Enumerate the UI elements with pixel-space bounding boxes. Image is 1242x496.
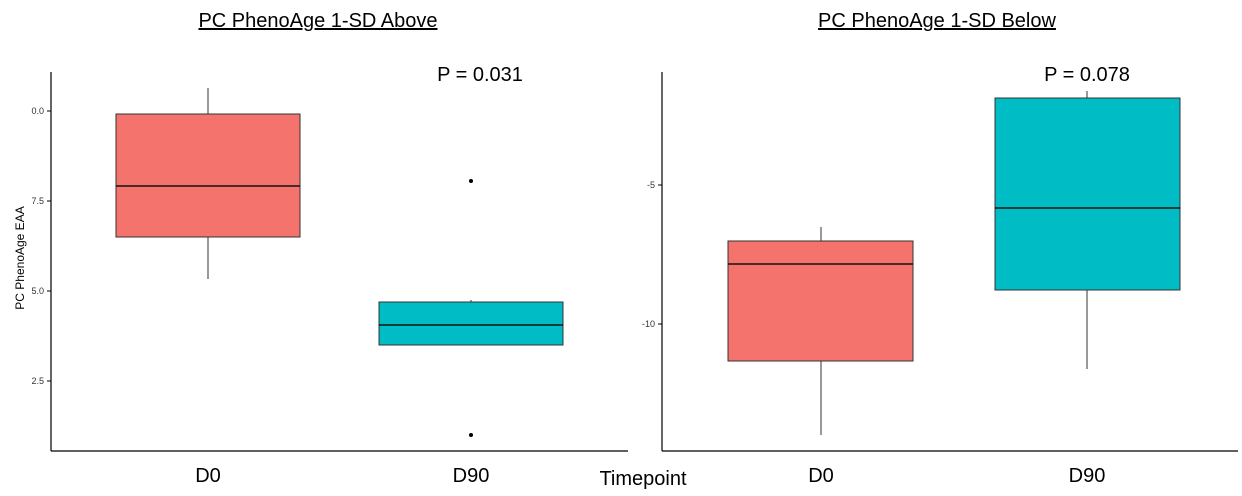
right-y-tick-0: -5: [647, 180, 662, 190]
left-y-tick-1: 7.5: [31, 196, 51, 206]
right-x-tick-label-d90: D90: [1069, 465, 1106, 487]
right-panel: PC PhenoAge 1-SD Below P = 0.078 -5 -10 …: [642, 10, 1238, 487]
right-p-value: P = 0.078: [1044, 64, 1130, 86]
left-d90-box-body: [378, 301, 564, 346]
left-y-tick-label-0: 0.0: [31, 106, 44, 116]
left-p-value: P = 0.031: [437, 64, 523, 86]
right-chart-title: PC PhenoAge 1-SD Below: [818, 10, 1056, 32]
left-y-tick-label-1: 7.5: [31, 196, 44, 206]
left-x-tick-label-d0: D0: [195, 465, 221, 487]
left-d0-box-body: [115, 113, 301, 238]
left-d90-outlier-high: [469, 179, 473, 183]
left-y-tick-3: 2.5: [31, 376, 51, 386]
right-d0-box-body: [727, 240, 914, 362]
right-y-tick-label-1: -10: [642, 319, 655, 329]
left-y-tick-label-3: 2.5: [31, 376, 44, 386]
right-box-d90: [994, 91, 1181, 369]
x-axis-label: Timepoint: [599, 468, 687, 490]
left-d90-outlier-low: [469, 433, 473, 437]
left-x-tick-label-d90: D90: [453, 465, 490, 487]
left-panel: PC PhenoAge 1-SD Above P = 0.031 PC Phen…: [13, 10, 628, 487]
left-y-tick-label-2: 5.0: [31, 286, 44, 296]
right-x-tick-label-d0: D0: [808, 465, 834, 487]
left-y-tick-2: 5.0: [31, 286, 51, 296]
left-box-d90: [378, 179, 564, 437]
left-y-axis-label: PC PhenoAge EAA: [13, 206, 27, 309]
right-y-tick-label-0: -5: [647, 180, 655, 190]
right-box-d0: [727, 227, 914, 435]
left-box-d0: [115, 88, 301, 279]
right-d90-box-body: [994, 97, 1181, 291]
right-y-tick-1: -10: [642, 319, 662, 329]
left-y-tick-0: 0.0: [31, 106, 51, 116]
left-chart-title: PC PhenoAge 1-SD Above: [198, 10, 437, 32]
